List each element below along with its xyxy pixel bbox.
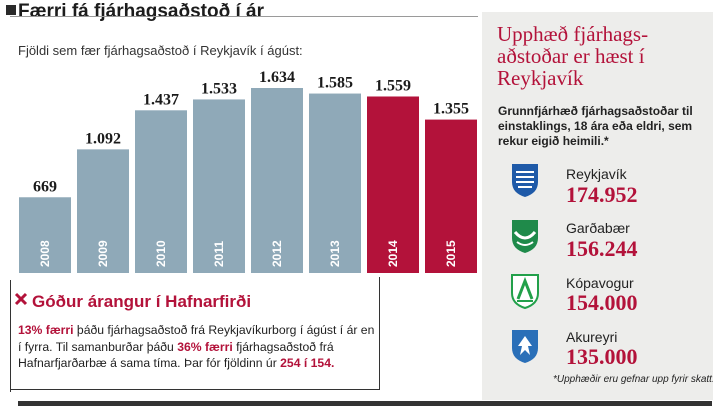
cross-icon xyxy=(14,292,28,306)
year-tick-label: 2012 xyxy=(270,240,284,267)
bar-value-label: 1.585 xyxy=(317,75,353,92)
sidebar-description: Grunnfjárhæð fjárhagsaðstoðar til einsta… xyxy=(498,104,693,148)
box-highlight-2: 36% færri xyxy=(177,339,233,354)
box-bottom-border xyxy=(10,389,380,390)
bar-chart: 669 2008 1.092 2009 1.437 2010 1.533 2011 1.634 2… xyxy=(19,69,477,274)
kopavogur-crest-icon xyxy=(511,274,539,309)
box-highlight-1: 13% færri xyxy=(18,323,74,337)
bar-value-label: 669 xyxy=(33,178,57,195)
bar-2011 xyxy=(193,99,245,274)
bar-2014 xyxy=(367,96,419,274)
bar-2012 xyxy=(251,88,303,273)
bottom-rule xyxy=(18,401,712,406)
town-amount: 156.244 xyxy=(566,236,638,261)
box-text-2: fjárhagsaðstoð frá Hafnarfjarðarbæ á sam… xyxy=(18,339,334,371)
year-tick-label: 2008 xyxy=(38,240,52,267)
town-amount: 154.000 xyxy=(566,290,638,315)
box-right-border xyxy=(379,277,380,389)
bar-2010 xyxy=(135,110,187,273)
town-amount: 135.000 xyxy=(566,344,638,369)
year-tick-label: 2015 xyxy=(444,240,458,267)
bar-value-label: 1.437 xyxy=(143,91,179,108)
chart-subtitle: Fjöldi sem fær fjárhagsaðstoð í Reykjaví… xyxy=(18,43,303,58)
akureyri-crest-icon xyxy=(512,330,538,363)
gardabaer-crest-icon xyxy=(512,220,538,253)
bar-value-label: 1.634 xyxy=(259,69,295,86)
town-name: Garðabær xyxy=(566,220,630,236)
town-amount: 174.952 xyxy=(566,182,638,207)
title-marker xyxy=(6,5,16,15)
bar-2008 xyxy=(19,197,71,273)
town-name: Kópavogur xyxy=(566,275,634,291)
reykjavik-crest-icon xyxy=(512,164,538,197)
town-name: Reykjavík xyxy=(566,166,627,182)
box-text-1: þáðu fjárhagsaðstoð frá Reykjavíkurborg … xyxy=(18,323,375,354)
bar-value-label: 1.533 xyxy=(201,80,237,97)
year-tick-label: 2010 xyxy=(154,240,168,267)
sidebar-title: Upphæð fjárhags­aðstoðar er hæst í Reykj… xyxy=(497,22,649,90)
title-rule xyxy=(10,16,478,17)
bar-2009 xyxy=(77,149,129,273)
town-name: Akureyri xyxy=(566,329,618,345)
year-tick-label: 2013 xyxy=(328,240,342,267)
box-highlight-3: 254 í 154. xyxy=(280,356,335,370)
bar-value-label: 1.092 xyxy=(85,130,121,147)
year-tick-label: 2011 xyxy=(212,241,226,267)
bar-2015 xyxy=(425,119,477,273)
year-tick-label: 2014 xyxy=(386,240,400,267)
bar-2013 xyxy=(309,93,361,274)
bar-value-label: 1.559 xyxy=(375,77,411,94)
bar-value-label: 1.355 xyxy=(433,101,469,118)
box-text: 13% færri þáðu fjárhagsaðstoð frá Reykja… xyxy=(18,322,378,372)
box-left-border xyxy=(10,280,11,392)
year-tick-label: 2009 xyxy=(96,240,110,267)
box-title: Góður árangur í Hafnarfirði xyxy=(32,292,252,311)
footnote: *Upphæðir eru gefnar upp fyrir skatt. xyxy=(553,374,713,385)
